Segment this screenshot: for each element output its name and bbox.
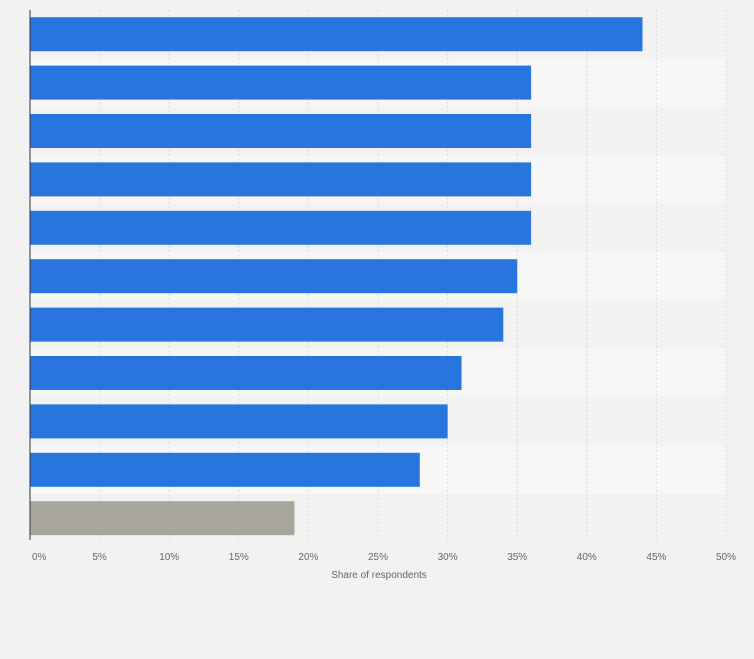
bar [30,17,643,52]
x-tick-labels: 0% 5% 10% 15% 20% 25% 30% 35% 40% 45% 50% [32,552,736,563]
bar [30,210,532,245]
x-tick-label: 10% [159,552,179,563]
bar [30,404,448,439]
bar [30,162,532,197]
bar [30,65,532,100]
bar [30,259,518,294]
x-axis-title: Share of respondents [331,570,427,581]
x-tick-label: 25% [368,552,388,563]
bar [30,356,462,390]
bar [30,307,504,342]
bar [30,114,532,148]
x-tick-label: 20% [298,552,318,563]
x-tick-label: 30% [438,552,458,563]
x-tick-label: 50% [716,552,736,563]
x-tick-label: 5% [92,552,107,563]
x-tick-label: 35% [507,552,527,563]
bar [30,501,295,536]
x-tick-label: 0% [32,552,47,563]
x-tick-label: 45% [646,552,666,563]
bars [30,17,643,536]
x-tick-label: 40% [577,552,597,563]
x-tick-label: 15% [229,552,249,563]
bar [30,452,420,487]
